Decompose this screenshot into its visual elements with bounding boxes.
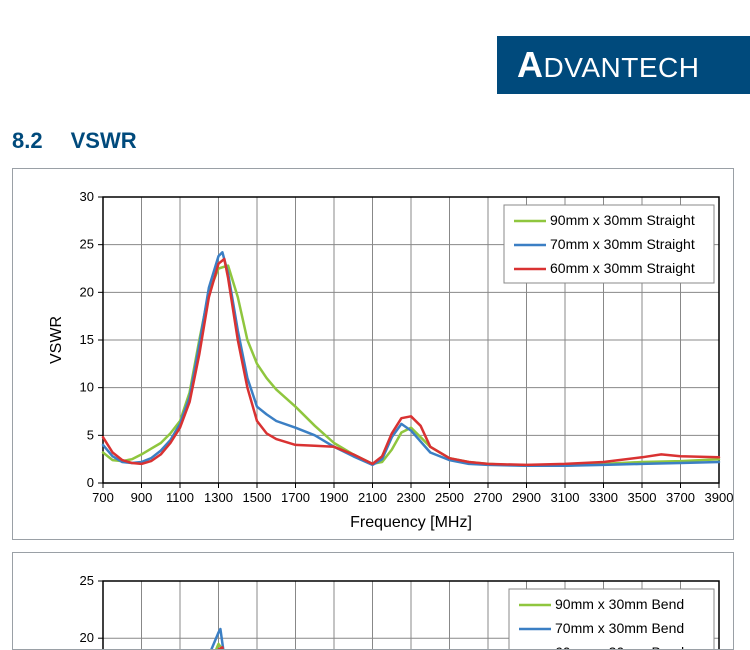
svg-text:70mm x 30mm Straight: 70mm x 30mm Straight bbox=[550, 236, 695, 252]
svg-text:2100: 2100 bbox=[358, 490, 387, 505]
brand-logo-text: ADVANTECH bbox=[517, 44, 699, 86]
svg-text:1300: 1300 bbox=[204, 490, 233, 505]
svg-text:0: 0 bbox=[87, 475, 94, 490]
svg-text:2900: 2900 bbox=[512, 490, 541, 505]
chart1-svg: 700 900 1100 1300 1500 1700 1900 2100 2300 2500 27… bbox=[13, 169, 733, 539]
vswr-bend-chart: 0510152025VSWR90mm x 30mm Bend70mm x 30m… bbox=[12, 552, 734, 650]
section-title: VSWR bbox=[71, 128, 137, 153]
svg-text:20: 20 bbox=[80, 284, 94, 299]
svg-text:1500: 1500 bbox=[243, 490, 272, 505]
svg-text:15: 15 bbox=[80, 332, 94, 347]
svg-text:3700: 3700 bbox=[666, 490, 695, 505]
svg-text:5: 5 bbox=[87, 427, 94, 442]
svg-text:900: 900 bbox=[131, 490, 153, 505]
svg-text:1900: 1900 bbox=[320, 490, 349, 505]
svg-text:25: 25 bbox=[80, 573, 94, 588]
vswr-straight-chart: 700 900 1100 1300 1500 1700 1900 2100 2300 2500 27… bbox=[12, 168, 734, 540]
chart2-svg: 0510152025VSWR90mm x 30mm Bend70mm x 30m… bbox=[13, 553, 733, 650]
svg-text:3300: 3300 bbox=[589, 490, 618, 505]
svg-text:Frequency [MHz]: Frequency [MHz] bbox=[350, 514, 472, 531]
svg-text:700: 700 bbox=[92, 490, 114, 505]
svg-text:2500: 2500 bbox=[435, 490, 464, 505]
svg-text:90mm x 30mm Bend: 90mm x 30mm Bend bbox=[555, 596, 684, 612]
svg-text:25: 25 bbox=[80, 237, 94, 252]
svg-text:2700: 2700 bbox=[474, 490, 503, 505]
svg-text:2300: 2300 bbox=[397, 490, 426, 505]
svg-text:1700: 1700 bbox=[281, 490, 310, 505]
svg-text:70mm x 30mm Bend: 70mm x 30mm Bend bbox=[555, 620, 684, 636]
section-heading: 8.2 VSWR bbox=[12, 128, 137, 154]
svg-text:VSWR: VSWR bbox=[48, 316, 65, 364]
svg-text:30: 30 bbox=[80, 189, 94, 204]
svg-text:3900: 3900 bbox=[705, 490, 733, 505]
svg-text:90mm x 30mm Straight: 90mm x 30mm Straight bbox=[550, 212, 695, 228]
svg-text:1100: 1100 bbox=[166, 490, 194, 505]
svg-text:60mm x 30mm Bend: 60mm x 30mm Bend bbox=[555, 644, 684, 650]
brand-logo: ADVANTECH bbox=[497, 36, 750, 94]
svg-text:10: 10 bbox=[80, 380, 94, 395]
svg-text:3100: 3100 bbox=[551, 490, 580, 505]
svg-text:3500: 3500 bbox=[628, 490, 657, 505]
section-number: 8.2 bbox=[12, 128, 43, 153]
svg-text:60mm x 30mm Straight: 60mm x 30mm Straight bbox=[550, 260, 695, 276]
svg-text:20: 20 bbox=[80, 630, 94, 645]
